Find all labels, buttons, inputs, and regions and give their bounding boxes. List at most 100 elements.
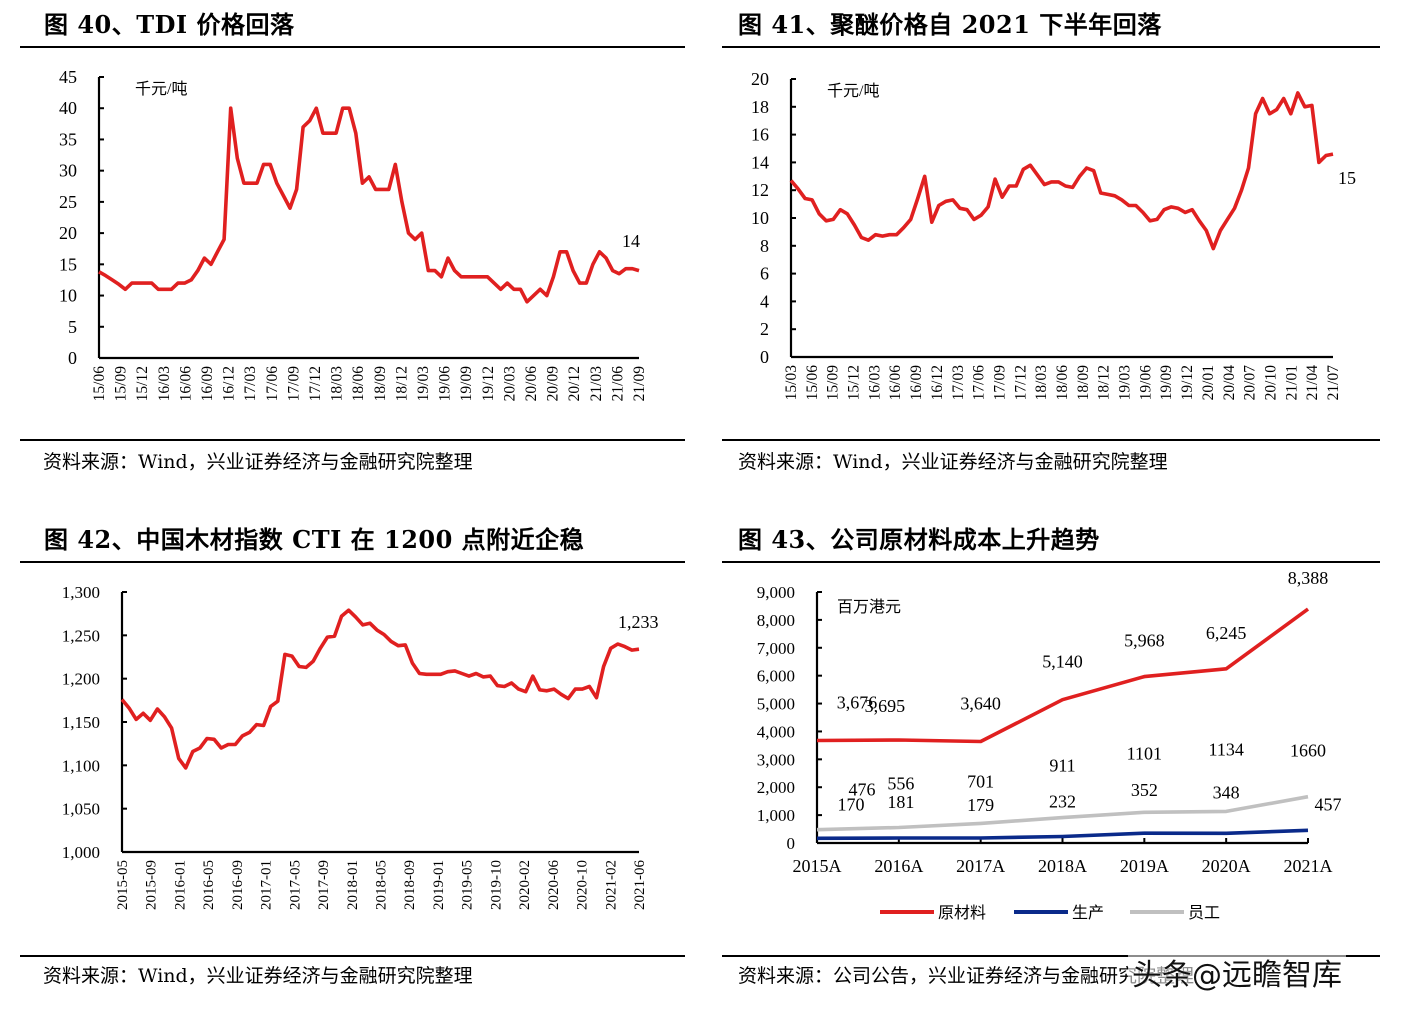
data-label-raw-material: 3,676 xyxy=(837,692,878,712)
x-tick-label: 19/06 xyxy=(437,366,454,402)
y-tick-label: 8 xyxy=(760,236,769,256)
x-tick-label: 18/06 xyxy=(1054,365,1071,401)
x-tick-label: 20/04 xyxy=(1221,365,1238,401)
x-tick-label: 19/09 xyxy=(458,366,475,402)
x-tick-label: 21/04 xyxy=(1304,365,1321,401)
figure-43-chart: 0 1,000 2,000 3,000 4,000 5,000 6,000 7,000 8,00… xyxy=(757,568,1342,922)
x-tick-label: 2018A xyxy=(1038,856,1087,876)
y-tick-label: 9,000 xyxy=(757,583,795,602)
x-tick-label: 20/09 xyxy=(545,366,562,402)
y-tick-label: 2 xyxy=(760,319,769,339)
x-tick-label: 16/12 xyxy=(929,365,946,400)
y-tick-label: 1,050 xyxy=(62,800,100,819)
data-label-raw-material: 3,640 xyxy=(960,693,1001,713)
x-tick-label: 2018-05 xyxy=(374,860,390,910)
y-tick-label: 0 xyxy=(68,348,77,368)
x-tick-label: 19/03 xyxy=(1117,365,1134,401)
data-label-production: 170 xyxy=(838,794,865,814)
x-tick-label: 2019-01 xyxy=(431,860,447,910)
x-tick-label: 2021A xyxy=(1284,856,1333,876)
end-value-label: 15 xyxy=(1338,168,1356,188)
x-tick-label: 19/06 xyxy=(1137,365,1154,401)
x-tick-label: 16/09 xyxy=(199,366,216,402)
figure-43-bottom-rule xyxy=(722,955,1380,957)
figure-40-bottom-rule xyxy=(20,439,685,441)
data-label-raw-material: 3,695 xyxy=(865,696,906,716)
series-line-员工 xyxy=(816,794,1309,832)
data-label-raw-material: 8,388 xyxy=(1288,568,1329,588)
x-tick-label: 2018-01 xyxy=(345,860,361,910)
x-tick-label: 16/03 xyxy=(156,366,173,402)
y-tick-label: 8,000 xyxy=(757,611,795,630)
x-tick-label: 17/06 xyxy=(264,366,281,402)
end-value-label: 14 xyxy=(622,231,640,251)
data-label-raw-material: 6,245 xyxy=(1206,623,1247,643)
x-tick-label: 2018-09 xyxy=(402,860,418,910)
data-label-production: 352 xyxy=(1131,780,1158,800)
y-tick-label: 12 xyxy=(751,180,769,200)
y-tick-label: 0 xyxy=(787,834,796,853)
x-tick-label: 2019A xyxy=(1120,856,1169,876)
x-tick-label: 20/01 xyxy=(1200,365,1217,400)
figure-42-chart: 1,000 1,050 1,100 1,150 1,200 1,250 1,300 2015-… xyxy=(62,583,659,910)
y-tick-label: 5,000 xyxy=(757,695,795,714)
x-tick-label: 16/06 xyxy=(177,366,194,402)
unit-label: 千元/吨 xyxy=(827,82,879,100)
x-tick-label: 19/09 xyxy=(1158,365,1175,401)
x-tick-label: 18/03 xyxy=(1033,365,1050,401)
data-label-production: 232 xyxy=(1049,792,1076,812)
x-tick-label: 17/06 xyxy=(971,365,988,401)
x-tick-label: 18/12 xyxy=(393,366,410,401)
x-tick-label: 2021-06 xyxy=(632,860,648,910)
y-tick-label: 1,250 xyxy=(62,626,100,645)
figure-43-top-rule xyxy=(722,561,1380,563)
y-tick-label: 1,100 xyxy=(62,756,100,775)
series-line-TDI xyxy=(98,106,640,304)
x-tick-label: 2021-02 xyxy=(603,860,619,910)
x-tick-label: 2016-09 xyxy=(230,860,246,910)
figure-40-source: 资料来源：Wind，兴业证券经济与金融研究院整理 xyxy=(43,451,473,473)
x-tick-label: 2016-05 xyxy=(201,860,217,910)
y-tick-label: 1,000 xyxy=(757,806,795,825)
x-tick-label: 21/07 xyxy=(1325,365,1342,401)
x-tick-label: 21/01 xyxy=(1283,365,1300,400)
x-tick-label: 17/09 xyxy=(285,366,302,402)
data-label-staff: 1101 xyxy=(1127,743,1162,763)
x-tick-label: 17/03 xyxy=(242,366,259,402)
x-tick-label: 20/10 xyxy=(1262,365,1279,401)
x-tick-label: 2020-10 xyxy=(575,860,591,910)
x-tick-label: 19/12 xyxy=(1179,365,1196,400)
data-label-staff: 1660 xyxy=(1290,741,1326,761)
y-tick-label: 1,150 xyxy=(62,713,100,732)
figure-41-bottom-rule xyxy=(722,439,1380,441)
data-label-staff: 476 xyxy=(849,780,876,800)
x-tick-label: 2015A xyxy=(793,856,842,876)
figure-41-source: 资料来源：Wind，兴业证券经济与金融研究院整理 xyxy=(738,451,1168,473)
figure-41-top-rule xyxy=(722,46,1380,48)
x-tick-label: 2016-01 xyxy=(172,860,188,910)
x-tick-label: 17/12 xyxy=(1012,365,1029,400)
figure-41-title: 图 41、聚醚价格自 2021 下半年回落 xyxy=(738,10,1162,39)
x-tick-label: 20/12 xyxy=(566,366,583,401)
data-label-raw-material: 5,140 xyxy=(1042,652,1083,672)
y-tick-label: 20 xyxy=(59,223,77,243)
x-tick-label: 2019-05 xyxy=(460,860,476,910)
x-tick-label: 21/09 xyxy=(631,366,648,402)
y-tick-label: 10 xyxy=(751,208,769,228)
x-tick-label: 15/09 xyxy=(825,365,842,401)
y-tick-label: 0 xyxy=(760,347,769,367)
x-tick-label: 15/06 xyxy=(804,365,821,401)
x-tick-label: 17/09 xyxy=(991,365,1008,401)
unit-label: 百万港元 xyxy=(837,598,901,616)
x-tick-label: 21/06 xyxy=(609,366,626,402)
y-tick-label: 4,000 xyxy=(757,722,795,741)
y-tick-label: 14 xyxy=(751,152,769,172)
y-tick-label: 1,200 xyxy=(62,670,100,689)
series-line-聚醚 xyxy=(789,91,1334,251)
legend-label: 员工 xyxy=(1188,904,1220,922)
figure-42-bottom-rule xyxy=(20,955,685,957)
x-tick-label: 15/12 xyxy=(846,365,863,400)
series-line-生产 xyxy=(816,828,1309,841)
x-tick-label: 2017-05 xyxy=(287,860,303,910)
y-tick-label: 1,000 xyxy=(62,843,100,862)
